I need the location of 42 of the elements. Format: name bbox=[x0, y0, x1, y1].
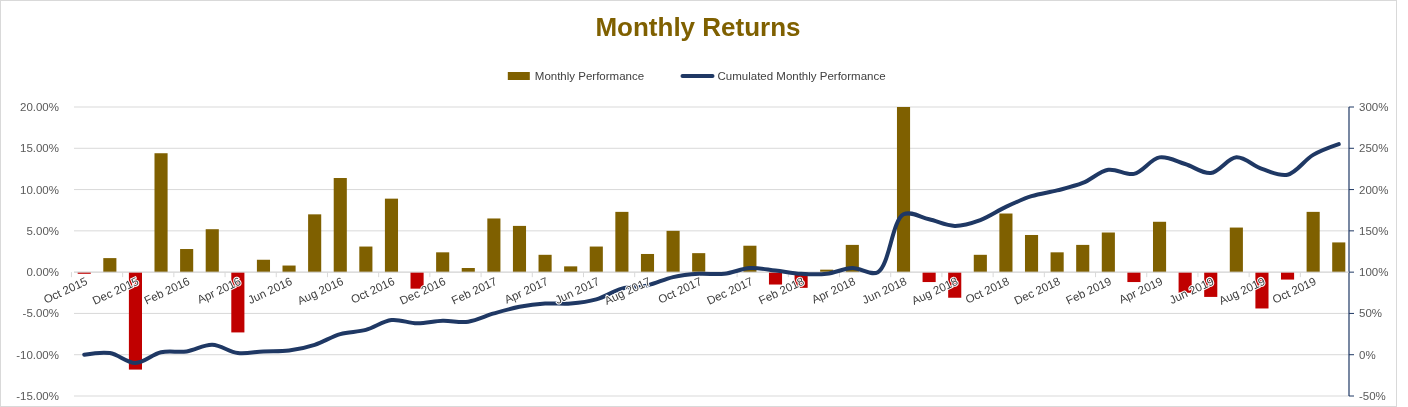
legend-label: Cumulated Monthly Performance bbox=[717, 70, 886, 82]
y2-tick-label: -50% bbox=[1359, 390, 1386, 402]
y2-tick-label: 50% bbox=[1359, 307, 1383, 320]
y2-tick-label: 300% bbox=[1359, 101, 1389, 113]
x-tick-label: Aug 2016 bbox=[295, 275, 346, 307]
x-tick-label: Apr 2016 bbox=[195, 275, 243, 306]
y-tick-label: 10.00% bbox=[19, 183, 59, 196]
x-tick-label: Dec 2016 bbox=[397, 275, 448, 307]
y2-tick-label: 150% bbox=[1359, 224, 1389, 237]
x-tick-label: Feb 2019 bbox=[1064, 275, 1114, 307]
y2-tick-label: 200% bbox=[1359, 183, 1389, 196]
x-tick-label: Oct 2017 bbox=[656, 275, 704, 306]
x-tick-label: Feb 2016 bbox=[142, 275, 192, 307]
y-tick-label: -5.00% bbox=[22, 307, 59, 320]
y2-tick-label: 0% bbox=[1359, 348, 1376, 361]
x-tick-label: Jun 2019 bbox=[1167, 275, 1216, 306]
y2-tick-label: 100% bbox=[1359, 266, 1389, 279]
x-tick-label: Apr 2018 bbox=[809, 275, 858, 306]
y-tick-label: 20.00% bbox=[19, 101, 59, 113]
x-tick-label: Jun 2016 bbox=[245, 275, 294, 306]
x-tick-label: Dec 2018 bbox=[1012, 275, 1062, 307]
x-tick-label: Jun 2018 bbox=[860, 275, 909, 306]
y-tick-label: -10.00% bbox=[16, 348, 59, 361]
x-tick-label: Feb 2018 bbox=[756, 275, 806, 307]
x-tick-label: Aug 2018 bbox=[909, 275, 960, 307]
x-tick-label: Dec 2017 bbox=[705, 275, 755, 307]
x-tick-label: Jun 2017 bbox=[553, 275, 602, 306]
y-tick-label: -15.00% bbox=[16, 390, 59, 402]
x-tick-label: Dec 2015 bbox=[90, 275, 141, 307]
x-tick-label: Oct 2016 bbox=[348, 275, 397, 306]
legend-label: Monthly Performance bbox=[534, 70, 645, 82]
y2-tick-label: 250% bbox=[1359, 142, 1389, 155]
x-tick-label: Feb 2017 bbox=[449, 275, 499, 307]
x-tick-label: Aug 2019 bbox=[1217, 275, 1267, 307]
x-tick-label: Aug 2017 bbox=[602, 275, 653, 307]
y-tick-label: 15.00% bbox=[19, 142, 59, 155]
chart-title: Monthly Returns bbox=[595, 12, 801, 42]
x-tick-label: Apr 2017 bbox=[502, 275, 550, 306]
y-tick-label: 5.00% bbox=[26, 224, 59, 237]
x-tick-label: Oct 2019 bbox=[1270, 275, 1318, 306]
x-tick-label: Oct 2018 bbox=[963, 275, 1011, 306]
x-tick-label: Apr 2019 bbox=[1117, 275, 1165, 306]
